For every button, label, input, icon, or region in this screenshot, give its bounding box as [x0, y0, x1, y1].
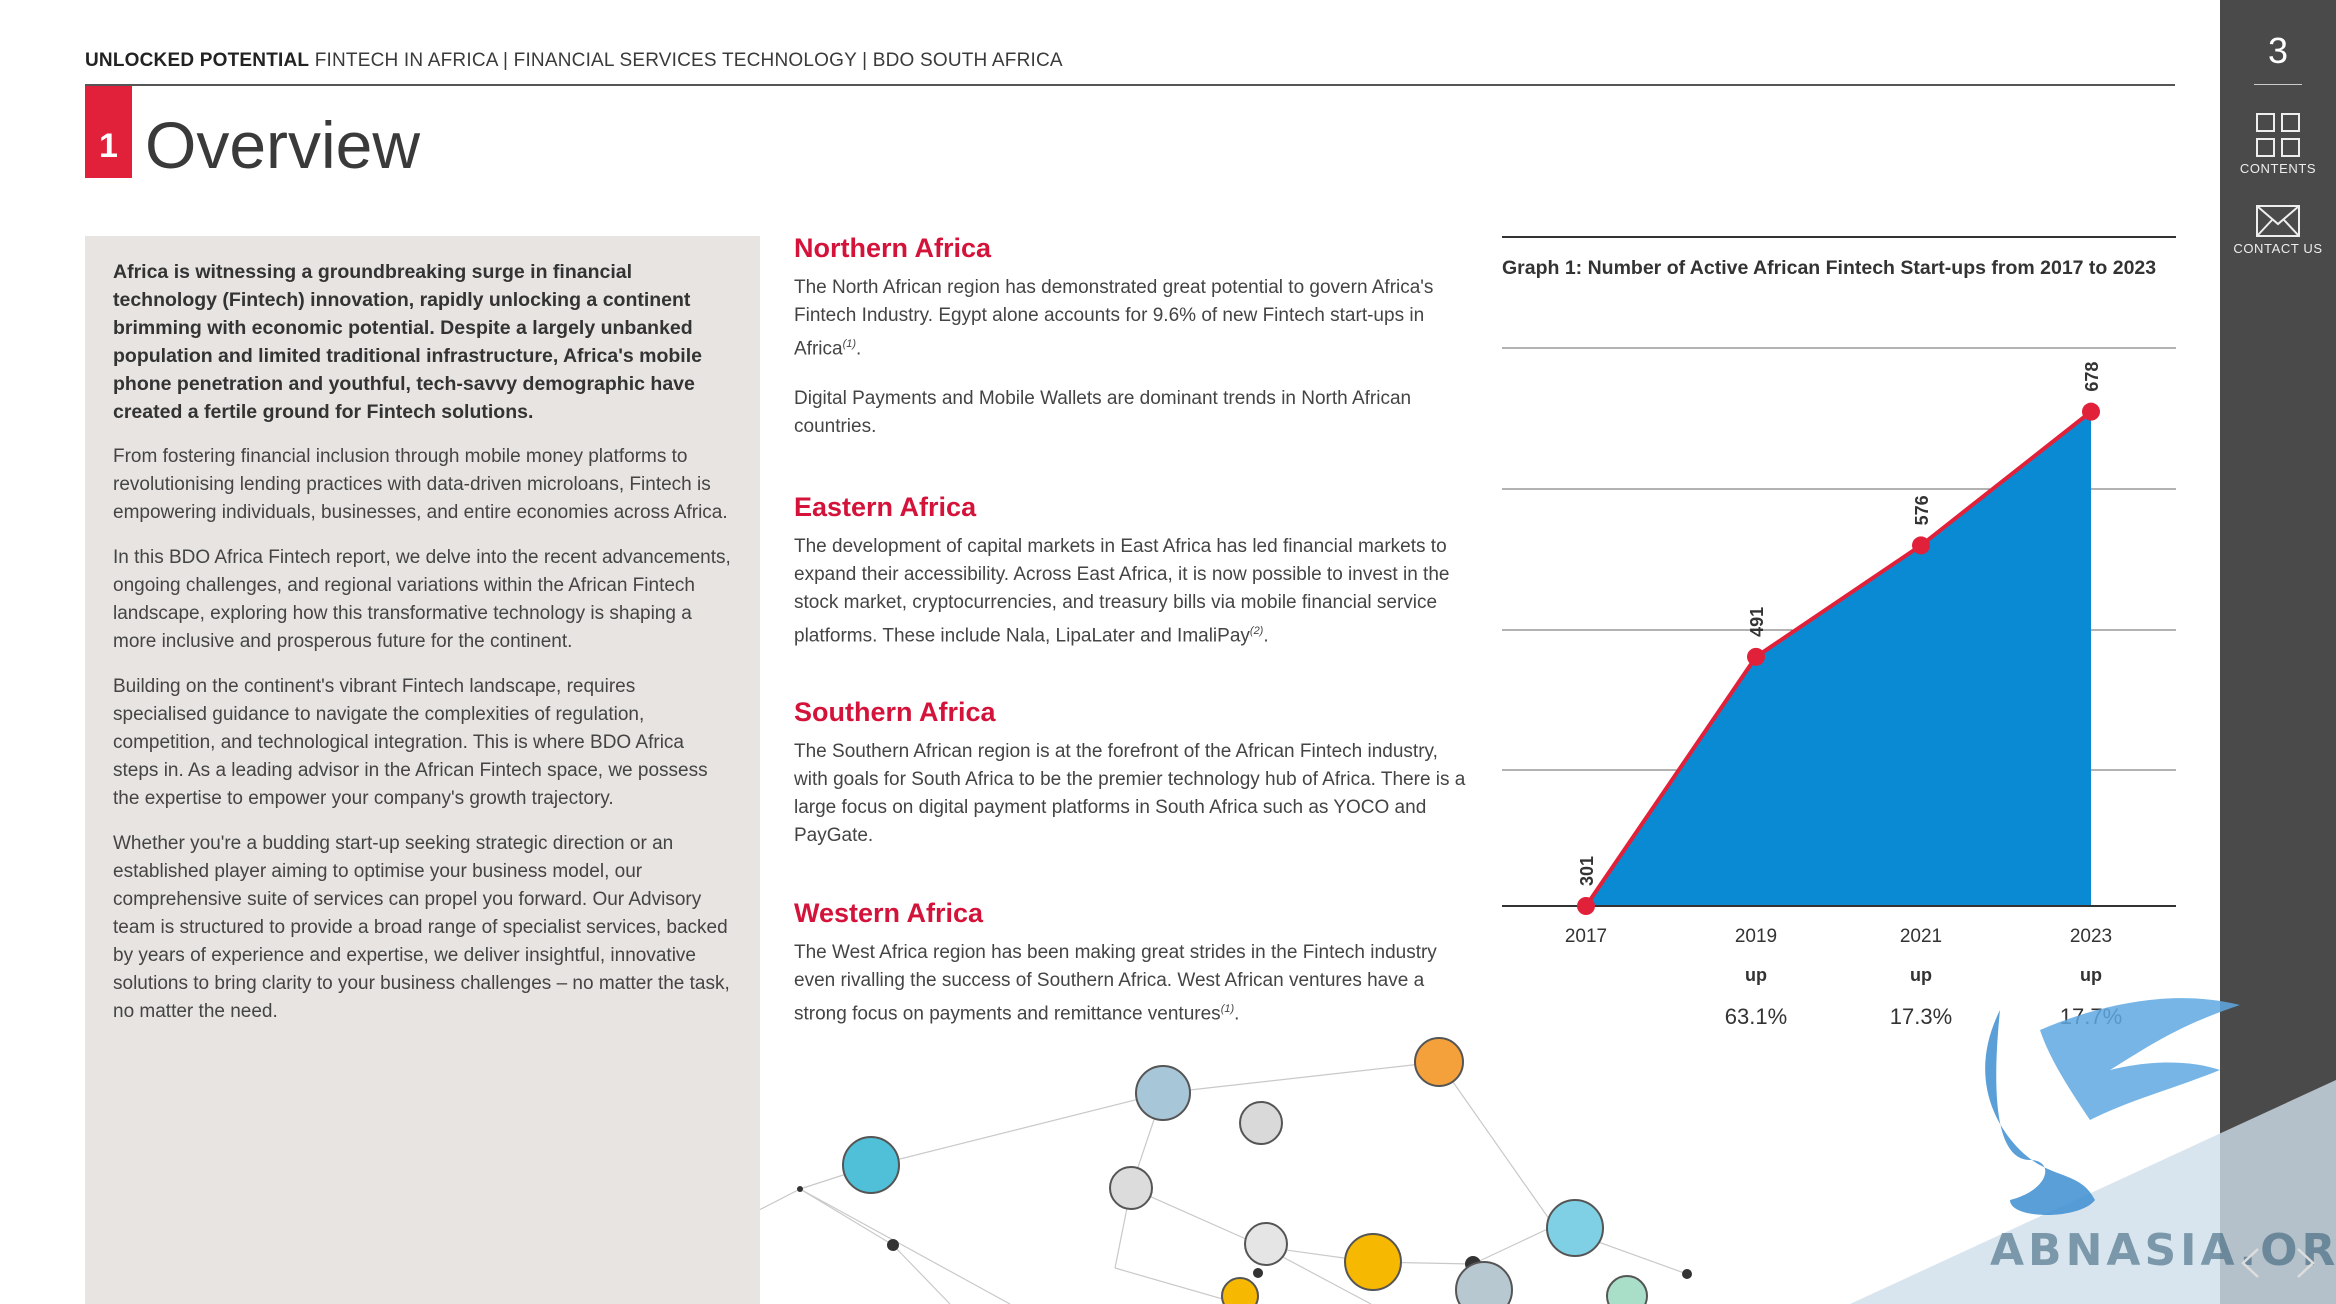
page-number-rule: [2254, 84, 2302, 85]
region-heading: Northern Africa: [794, 233, 992, 263]
chart-data-label: 576: [1912, 495, 1932, 525]
watermark-text: ABNASIA.ORG: [1990, 1225, 2336, 1276]
watermark-logo: [1850, 998, 2336, 1304]
intro-paragraph: Building on the continent's vibrant Fint…: [113, 676, 708, 809]
chart-data-label: 491: [1747, 607, 1767, 637]
page-number: 3: [2267, 30, 2289, 71]
header-brand: UNLOCKED POTENTIAL: [85, 50, 310, 71]
intro-paragraph: From fostering financial inclusion throu…: [113, 446, 728, 523]
header-divider: [85, 84, 2175, 86]
region-heading: Southern Africa: [794, 696, 996, 727]
chart-tick-label: 2023: [2070, 926, 2112, 947]
envelope-icon: [2256, 205, 2300, 237]
region-heading: Eastern Africa: [794, 492, 977, 523]
chart-tick-label: 2017: [1565, 926, 1607, 947]
chevron-left-icon[interactable]: [2238, 1245, 2262, 1281]
contact-button[interactable]: CONTACT US: [2220, 204, 2336, 256]
chart-data-label: 301: [1577, 856, 1597, 886]
chart-growth-up: up: [2080, 965, 2102, 985]
section-number: 1: [99, 127, 118, 165]
region-paragraph: The West Africa region has been making g…: [794, 941, 1437, 1024]
chart-point: [1912, 536, 1930, 555]
page-title: Overview: [145, 108, 421, 182]
region-north: Northern Africa The North African region…: [794, 232, 1474, 441]
chart-growth-percent: 17.3%: [1890, 1004, 1952, 1029]
chart-tick-label: 2021: [1900, 926, 1942, 947]
region-east: Eastern Africa The development of capita…: [794, 491, 1474, 650]
intro-text: Africa is witnessing a groundbreaking su…: [113, 258, 733, 1043]
chevron-right-icon[interactable]: [2294, 1245, 2318, 1281]
intro-paragraph: In this BDO Africa Fintech report, we de…: [113, 547, 731, 652]
grid-icon: [2256, 113, 2300, 157]
region-paragraph: The development of capital markets in Ea…: [794, 536, 1450, 647]
region-south: Southern Africa The Southern African reg…: [794, 696, 1474, 850]
chart-line: [1584, 410, 2093, 908]
nav-sidebar: 3 CONTENTS CONTACT US: [2220, 0, 2336, 1304]
intro-panel: [85, 236, 760, 1304]
chart-area: [1586, 411, 2091, 906]
header-subtitle: FINTECH IN AFRICA | FINANCIAL SERVICES T…: [309, 50, 1063, 71]
region-west: Western Africa The West Africa region ha…: [794, 897, 1474, 1028]
chart-growth-up: up: [1910, 965, 1932, 985]
region-paragraph: The North African region has demonstrate…: [794, 277, 1434, 360]
region-paragraph: The Southern African region is at the fo…: [794, 740, 1466, 846]
section-number-badge: 1: [85, 86, 132, 178]
regions-column: Northern Africa The North African region…: [794, 232, 1474, 1028]
intro-lead: Africa is witnessing a groundbreaking su…: [113, 261, 702, 423]
intro-paragraph: Whether you're a budding start-up seekin…: [113, 833, 730, 1022]
chart-title: Graph 1: Number of Active African Fintec…: [1502, 257, 2157, 279]
chart-point: [2082, 402, 2100, 421]
chart-growth-percent: 63.1%: [1725, 1004, 1787, 1029]
chart-point: [1747, 647, 1765, 666]
chart-growth-up: up: [1745, 965, 1767, 985]
region-paragraph: Digital Payments and Mobile Wallets are …: [794, 388, 1412, 438]
contact-label: CONTACT US: [2233, 241, 2323, 256]
region-heading: Western Africa: [794, 897, 984, 928]
chart-point: [1577, 897, 1595, 915]
document-header: UNLOCKED POTENTIAL FINTECH IN AFRICA | F…: [85, 50, 1063, 72]
contents-button[interactable]: CONTENTS: [2220, 112, 2336, 176]
contents-label: CONTENTS: [2239, 161, 2317, 176]
startups-area-chart: 301 2017 491 2019 up 63.1% 576 2021 up 17.3% 678 20…: [1502, 347, 2176, 1029]
chart-tick-label: 2019: [1735, 926, 1777, 947]
chart-top-rule: [1502, 236, 2176, 238]
chart-data-label: 678: [2082, 362, 2102, 392]
